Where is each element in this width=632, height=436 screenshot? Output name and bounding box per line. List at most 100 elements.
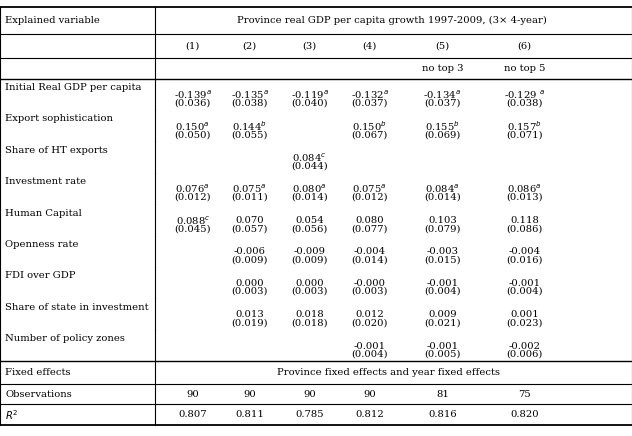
Text: no top 5: no top 5 [504, 64, 545, 73]
Text: Observations: Observations [5, 390, 72, 399]
Text: (0.016): (0.016) [506, 255, 543, 265]
Text: -0.132$^{a}$: -0.132$^{a}$ [351, 89, 389, 101]
Text: (0.036): (0.036) [174, 99, 211, 108]
Text: 0.150$^{a}$: 0.150$^{a}$ [176, 120, 210, 133]
Text: -0.001: -0.001 [354, 341, 386, 351]
Text: (0.006): (0.006) [506, 350, 543, 359]
Text: 0.118: 0.118 [510, 216, 539, 225]
Text: 0.811: 0.811 [235, 410, 264, 419]
Text: (0.015): (0.015) [424, 255, 461, 265]
Text: Share of HT exports: Share of HT exports [5, 146, 108, 155]
Text: 0.076$^{a}$: 0.076$^{a}$ [176, 183, 210, 195]
Text: (0.004): (0.004) [506, 287, 543, 296]
Text: (3): (3) [303, 42, 317, 51]
Text: (0.067): (0.067) [351, 130, 388, 139]
Text: 0.155$^{b}$: 0.155$^{b}$ [425, 119, 460, 133]
Text: -0.004: -0.004 [509, 247, 540, 256]
Text: 0.150$^{b}$: 0.150$^{b}$ [352, 119, 387, 133]
Text: 0.013: 0.013 [235, 310, 264, 319]
Text: (0.003): (0.003) [231, 287, 268, 296]
Text: Share of state in investment: Share of state in investment [5, 303, 149, 312]
Text: (6): (6) [518, 42, 532, 51]
Text: -0.006: -0.006 [234, 247, 265, 256]
Text: Number of policy zones: Number of policy zones [5, 334, 125, 343]
Text: 75: 75 [518, 390, 531, 399]
Text: -0.009: -0.009 [294, 247, 325, 256]
Text: 0.001: 0.001 [510, 310, 539, 319]
Text: (0.012): (0.012) [351, 193, 388, 202]
Text: (0.005): (0.005) [424, 350, 461, 359]
Text: (0.021): (0.021) [424, 318, 461, 327]
Text: -0.001: -0.001 [427, 279, 458, 288]
Text: -0.003: -0.003 [427, 247, 458, 256]
Text: 0.084$^{c}$: 0.084$^{c}$ [293, 152, 327, 164]
Text: (0.013): (0.013) [506, 193, 543, 202]
Text: (0.038): (0.038) [231, 99, 268, 108]
Text: (0.018): (0.018) [291, 318, 328, 327]
Text: 0.054: 0.054 [295, 216, 324, 225]
Text: (0.037): (0.037) [351, 99, 388, 108]
Text: 0.084$^{a}$: 0.084$^{a}$ [425, 183, 459, 195]
Text: (2): (2) [243, 42, 257, 51]
Text: 0.080$^{a}$: 0.080$^{a}$ [293, 183, 327, 195]
Text: (0.004): (0.004) [351, 350, 388, 359]
Text: -0.000: -0.000 [354, 279, 386, 288]
Text: 0.157$^{b}$: 0.157$^{b}$ [507, 119, 542, 133]
Text: (0.003): (0.003) [291, 287, 328, 296]
Text: -0.004: -0.004 [354, 247, 386, 256]
Text: 0.785: 0.785 [295, 410, 324, 419]
Text: (0.014): (0.014) [351, 255, 388, 265]
Text: (0.011): (0.011) [231, 193, 268, 202]
Text: (0.012): (0.012) [174, 193, 211, 202]
Text: (0.044): (0.044) [291, 161, 328, 170]
Text: (0.045): (0.045) [174, 224, 211, 233]
Text: -0.129 $^{a}$: -0.129 $^{a}$ [504, 89, 545, 101]
Text: no top 3: no top 3 [422, 64, 463, 73]
Text: 0.807: 0.807 [178, 410, 207, 419]
Text: 0.086$^{a}$: 0.086$^{a}$ [507, 183, 542, 195]
Text: 0.009: 0.009 [428, 310, 457, 319]
Text: Human Capital: Human Capital [5, 208, 82, 218]
Text: (0.055): (0.055) [231, 130, 268, 139]
Text: -0.002: -0.002 [509, 341, 540, 351]
Text: (0.079): (0.079) [424, 224, 461, 233]
Text: (0.056): (0.056) [291, 224, 328, 233]
Text: (0.009): (0.009) [231, 255, 268, 265]
Text: -0.139$^{a}$: -0.139$^{a}$ [174, 89, 212, 101]
Text: 0.012: 0.012 [355, 310, 384, 319]
Text: (0.009): (0.009) [291, 255, 328, 265]
Text: 90: 90 [243, 390, 256, 399]
Text: 0.000: 0.000 [235, 279, 264, 288]
Text: Initial Real GDP per capita: Initial Real GDP per capita [5, 83, 142, 92]
Text: 0.075$^{a}$: 0.075$^{a}$ [233, 183, 267, 195]
Text: Fixed effects: Fixed effects [5, 368, 71, 377]
Text: (0.019): (0.019) [231, 318, 268, 327]
Text: 0.816: 0.816 [428, 410, 457, 419]
Text: $R^2$: $R^2$ [5, 408, 18, 422]
Text: 0.103: 0.103 [428, 216, 457, 225]
Text: -0.134$^{a}$: -0.134$^{a}$ [423, 89, 461, 101]
Text: 90: 90 [363, 390, 376, 399]
Text: 0.000: 0.000 [295, 279, 324, 288]
Text: -0.001: -0.001 [509, 279, 540, 288]
Text: 0.820: 0.820 [510, 410, 539, 419]
Text: 90: 90 [303, 390, 316, 399]
Text: 0.080: 0.080 [355, 216, 384, 225]
Text: (0.020): (0.020) [351, 318, 388, 327]
Text: Province fixed effects and year fixed effects: Province fixed effects and year fixed ef… [277, 368, 500, 377]
Text: (0.014): (0.014) [291, 193, 328, 202]
Text: (0.077): (0.077) [351, 224, 388, 233]
Text: Openness rate: Openness rate [5, 240, 78, 249]
Text: Province real GDP per capita growth 1997-2009, (3× 4-year): Province real GDP per capita growth 1997… [237, 16, 547, 25]
Text: (0.071): (0.071) [506, 130, 543, 139]
Text: (0.038): (0.038) [506, 99, 543, 108]
Text: (0.037): (0.037) [424, 99, 461, 108]
Text: (0.023): (0.023) [506, 318, 543, 327]
Text: (1): (1) [186, 42, 200, 51]
Text: 0.088$^{c}$: 0.088$^{c}$ [176, 215, 210, 227]
Text: -0.119$^{a}$: -0.119$^{a}$ [291, 89, 329, 101]
Text: (0.086): (0.086) [506, 224, 543, 233]
Text: (0.004): (0.004) [424, 287, 461, 296]
Text: Export sophistication: Export sophistication [5, 114, 113, 123]
Text: (0.040): (0.040) [291, 99, 328, 108]
